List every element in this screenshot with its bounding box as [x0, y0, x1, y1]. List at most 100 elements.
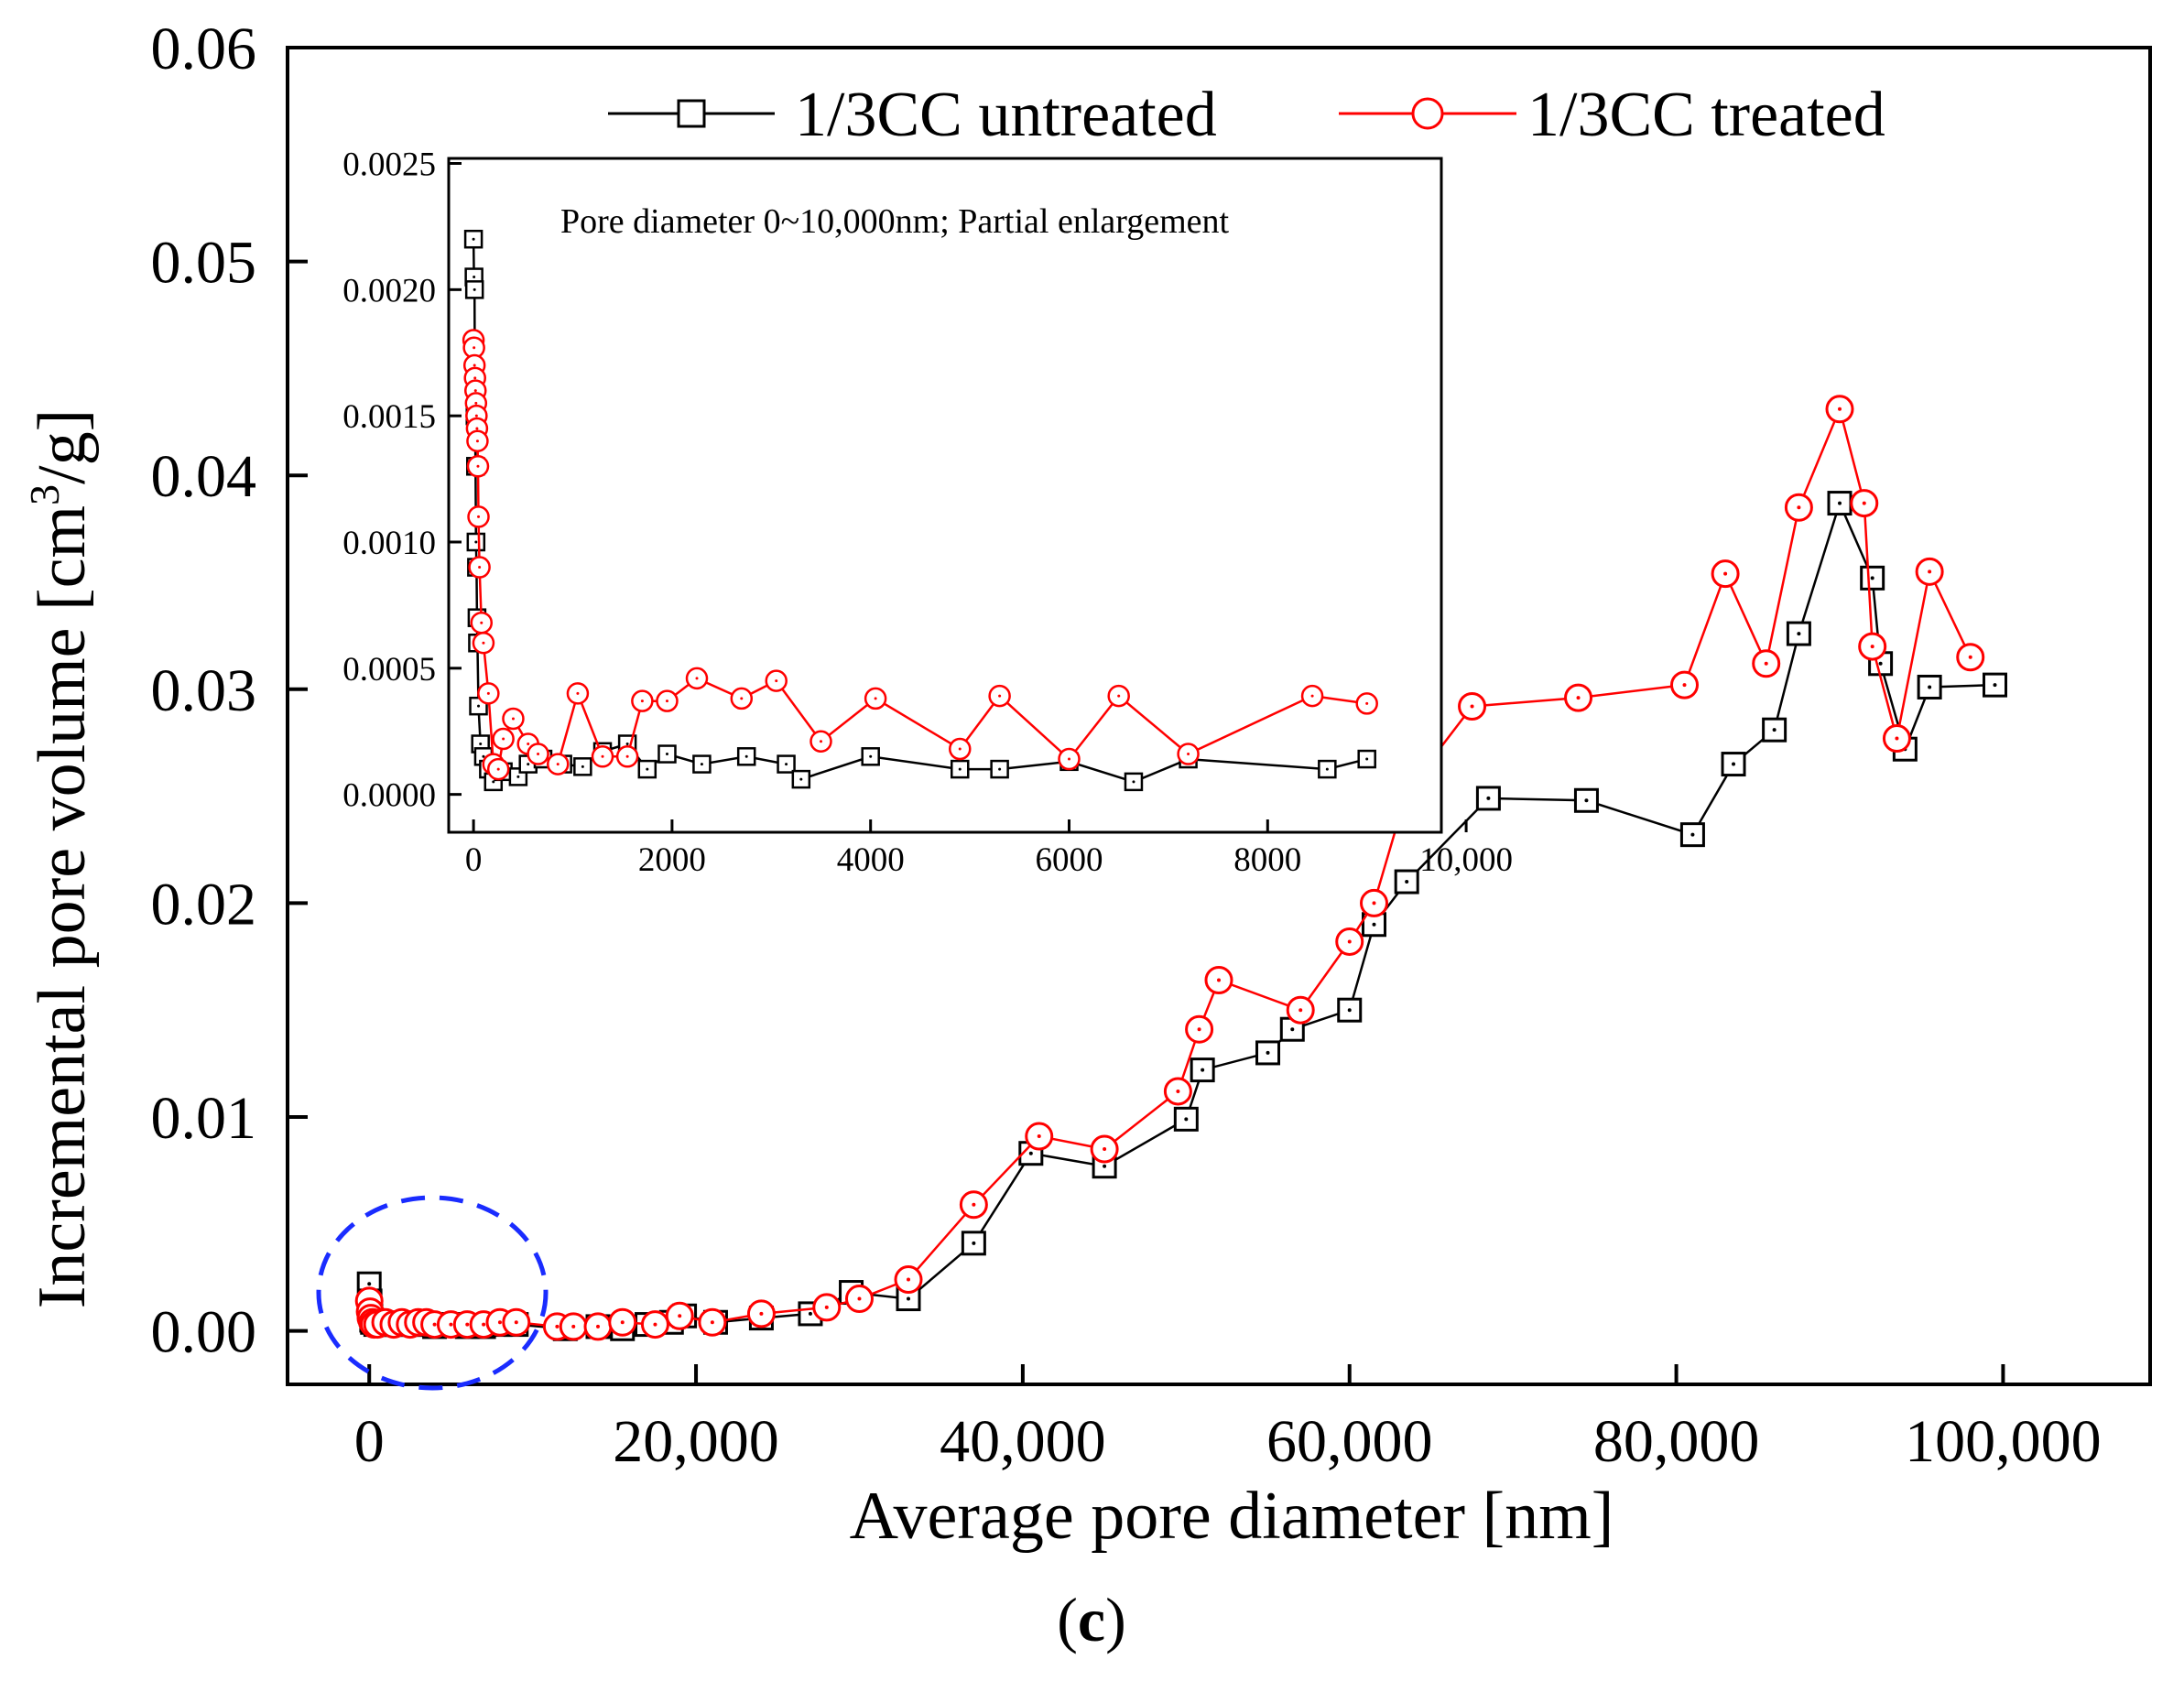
main-point-dot-treated — [1968, 655, 1972, 659]
main-point-dot-treated — [653, 1322, 657, 1327]
y-axis-title-end: /g] — [25, 409, 100, 484]
main-point-dot-treated — [482, 1322, 486, 1327]
inset-point-dot-untreated — [665, 753, 668, 756]
inset-point-dot-treated — [476, 464, 480, 468]
main-point-dot-untreated — [1838, 501, 1842, 505]
main-xtick-label: 60,000 — [1266, 1408, 1433, 1475]
inset-title: Pore diameter 0~10,000nm; Partial enlarg… — [560, 202, 1229, 241]
main-axis-ticks — [288, 46, 2005, 1384]
main-point-dot-treated — [857, 1296, 862, 1301]
inset-point-dot-treated — [473, 389, 477, 393]
inset-xtick-label: 2000 — [638, 841, 706, 879]
main-ytick-label: 0.02 — [151, 871, 257, 938]
inset-point-dot-treated — [502, 737, 505, 741]
main-point-dot-untreated — [1347, 1008, 1352, 1013]
main-point-dot-treated — [620, 1320, 625, 1325]
main-xtick-label: 0 — [354, 1408, 385, 1475]
main-ytick-label: 0.03 — [151, 657, 257, 724]
main-point-dot-treated — [759, 1311, 764, 1316]
legend-label-treated: 1/3CC treated — [1527, 80, 1885, 150]
inset-point-dot-untreated — [473, 276, 476, 279]
inset-point-dot-untreated — [472, 237, 475, 241]
main-point-dot-treated — [1895, 736, 1899, 741]
main-point-dot-treated — [1372, 901, 1376, 906]
main-ytick-label: 0.06 — [151, 16, 257, 82]
main-point-dot-treated — [497, 1320, 502, 1325]
inset-background — [449, 158, 1441, 832]
inset-ytick-label: 0.0020 — [342, 272, 436, 309]
inset-point-dot-treated — [511, 717, 515, 721]
main-point-dot-untreated — [1928, 685, 1932, 689]
inset-point-dot-treated — [998, 694, 1002, 698]
main-point-dot-treated — [972, 1202, 976, 1207]
main-ytick-label: 0.01 — [151, 1085, 257, 1152]
main-ytick-label: 0.05 — [151, 230, 257, 297]
main-ytick-label: 0.04 — [151, 443, 257, 510]
main-point-dot-treated — [824, 1305, 829, 1309]
inset-point-dot-untreated — [799, 777, 803, 781]
inset-point-dot-untreated — [527, 763, 530, 766]
main-point-dot-treated — [710, 1320, 714, 1325]
inset-point-dot-treated — [1365, 701, 1369, 705]
main-point-dot-untreated — [808, 1311, 812, 1316]
inset-point-dot-treated — [740, 697, 744, 700]
main-point-dot-treated — [1928, 569, 1932, 574]
main-point-dot-treated — [1197, 1027, 1201, 1032]
inset-point-dot-untreated — [785, 763, 788, 766]
inset-plot-frame — [447, 157, 1443, 834]
inset-point-dot-treated — [958, 747, 962, 751]
inset-point-dot-treated — [474, 401, 478, 405]
inset-point-dot-treated — [482, 641, 485, 645]
inset-point-dot-untreated — [1325, 767, 1329, 771]
inset-point-dot-untreated — [479, 743, 483, 746]
inset-point-dot-untreated — [492, 780, 495, 784]
inset-ytick-label: 0.0000 — [342, 777, 436, 815]
main-point-untreated — [961, 1231, 986, 1256]
inset-point-dot-untreated — [581, 765, 584, 768]
inset-point-dot-treated — [537, 753, 540, 756]
y-axis-title-superscript: 3 — [21, 484, 68, 505]
main-point-dot-treated — [907, 1277, 910, 1282]
inset-point-dot-treated — [480, 621, 484, 624]
main-point-dot-treated — [1298, 1008, 1303, 1013]
inset-xtick-label: 8000 — [1233, 841, 1301, 879]
main-point-dot-treated — [1797, 505, 1801, 510]
main-point-dot-treated — [1838, 407, 1842, 411]
inset-point-dot-untreated — [869, 754, 873, 758]
y-axis-title-main: Incremental pore volume [cm — [25, 505, 100, 1308]
zoom-region-highlight — [316, 1195, 549, 1391]
inset-point-dot-untreated — [998, 767, 1002, 771]
inset-point-dot-treated — [527, 743, 530, 746]
inset-axis-ticks — [449, 162, 1468, 832]
main-point-dot-untreated — [1405, 880, 1409, 884]
inset-point-dot-treated — [1310, 694, 1314, 698]
main-xtick-label: 100,000 — [1905, 1408, 2102, 1475]
inset-xtick-label: 4000 — [837, 841, 905, 879]
inset-point-dot-untreated — [474, 540, 478, 544]
inset-ytick-label: 0.0005 — [342, 651, 436, 689]
main-series-layer — [354, 395, 2007, 1341]
main-point-dot-treated — [514, 1320, 518, 1325]
main-point-untreated — [1786, 621, 1811, 646]
inset-point-dot-untreated — [516, 775, 520, 778]
main-point-dot-untreated — [1184, 1117, 1189, 1122]
main-point-dot-untreated — [1486, 796, 1491, 800]
x-axis-title: Average pore diameter [nm] — [850, 1479, 1614, 1554]
main-point-dot-untreated — [1732, 762, 1736, 766]
main-point-dot-treated — [1037, 1134, 1041, 1139]
main-point-dot-untreated — [1372, 922, 1376, 927]
inset-point-dot-untreated — [473, 287, 476, 291]
inset-point-dot-untreated — [700, 763, 703, 766]
main-point-dot-untreated — [1690, 832, 1695, 837]
y-axis-title: Incremental pore volume [cm3/g] — [21, 409, 100, 1309]
inset-point-dot-untreated — [477, 704, 481, 708]
main-point-dot-treated — [1103, 1147, 1107, 1152]
inset-point-dot-treated — [473, 346, 476, 350]
main-point-dot-untreated — [1878, 661, 1883, 666]
inset-point-dot-untreated — [1365, 757, 1369, 761]
main-point-dot-treated — [555, 1324, 560, 1329]
main-point-dot-untreated — [1797, 632, 1801, 636]
inset-point-dot-treated — [1068, 757, 1070, 761]
inset-point-dot-untreated — [646, 767, 649, 771]
